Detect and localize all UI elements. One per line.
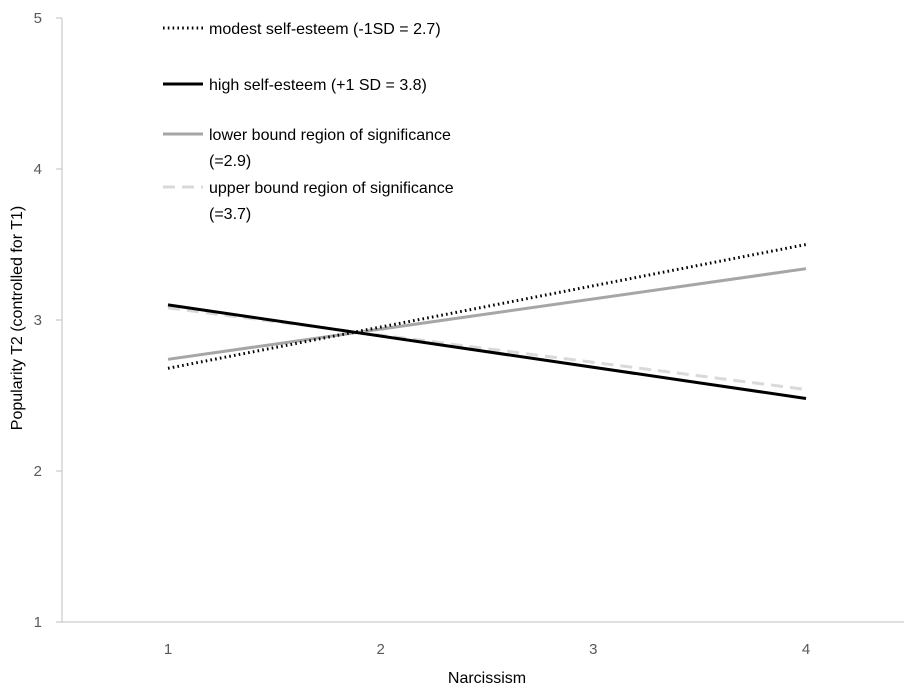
series-layer — [167, 243, 807, 400]
series-line-2 — [167, 303, 807, 400]
legend-label-4-line2: (=3.7) — [209, 206, 251, 223]
y-tick-label: 5 — [34, 10, 42, 27]
y-tick-label: 1 — [34, 614, 42, 631]
legend: modest self-esteem (-1SD = 2.7) high self… — [163, 21, 454, 223]
axes: 1 2 3 4 5 1 2 3 4 — [34, 10, 904, 658]
x-tick-label: 1 — [164, 641, 172, 658]
legend-label-3: lower bound region of significance — [209, 127, 451, 144]
legend-label-1: modest self-esteem (-1SD = 2.7) — [209, 21, 441, 38]
x-axis-title: Narcissism — [448, 670, 526, 687]
legend-label-4: upper bound region of significance — [209, 180, 454, 197]
legend-label-2: high self-esteem (+1 SD = 3.8) — [209, 77, 427, 94]
y-tick-label: 2 — [34, 463, 42, 480]
series-line-1 — [167, 243, 807, 370]
y-tick-label: 3 — [34, 312, 42, 329]
legend-label-3-line2: (=2.9) — [209, 153, 251, 170]
x-tick-label: 4 — [802, 641, 810, 658]
x-tick-label: 3 — [589, 641, 597, 658]
series-line-4 — [167, 306, 807, 391]
y-axis-title: Popularity T2 (controlled for T1) — [9, 206, 26, 430]
x-tick-label: 2 — [376, 641, 384, 658]
y-tick-label: 4 — [34, 161, 42, 178]
series-line-3 — [167, 267, 807, 361]
